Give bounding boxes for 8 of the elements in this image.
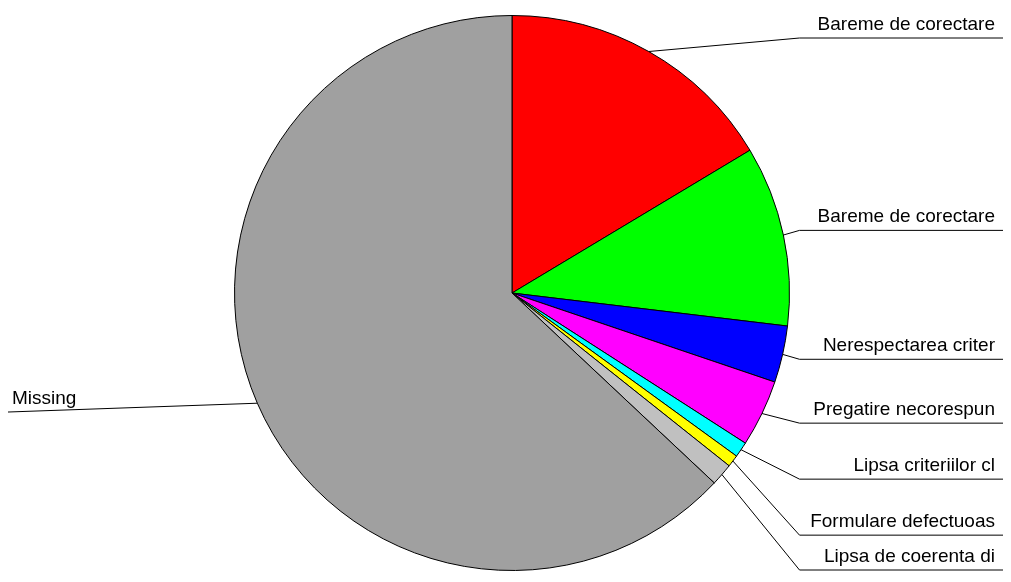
slice-label: Bareme de corectare [817, 12, 995, 34]
slice-label: Missing [12, 386, 77, 408]
slice-label: Nerespectarea criter [822, 334, 996, 356]
slice-label: Formulare defectuoas [810, 509, 995, 531]
slice-label: Bareme de corectare [817, 205, 995, 227]
slice-label: Lipsa criteriilor cl [853, 453, 995, 475]
slice-label: Pregatire necorespun [813, 397, 995, 419]
slice-label: Lipsa de coerenta di [823, 544, 995, 566]
